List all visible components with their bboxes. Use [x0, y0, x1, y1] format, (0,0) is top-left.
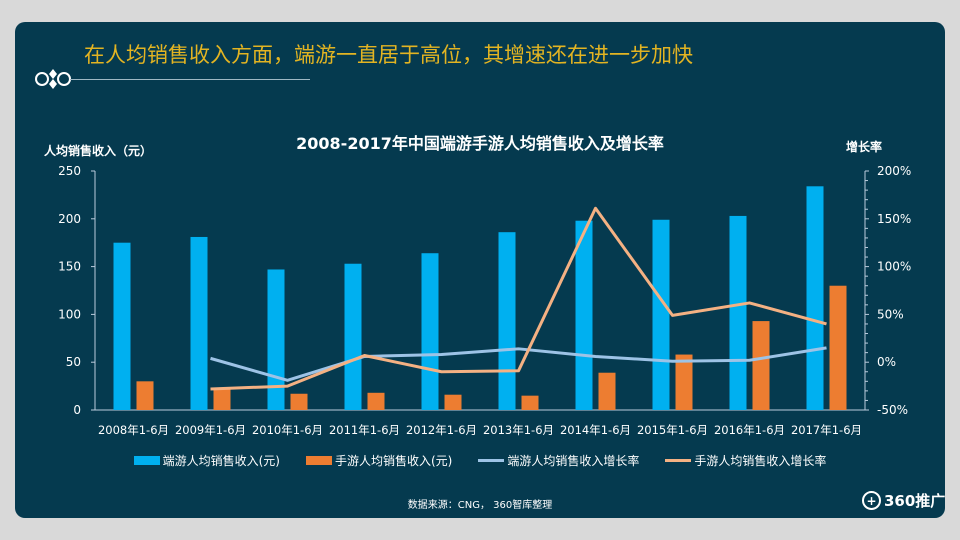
x-tick-label: 2016年1-6月: [714, 423, 785, 437]
mobile-revenue-bar: [829, 285, 847, 410]
x-tick-label: 2014年1-6月: [560, 423, 631, 437]
mobile-revenue-bar: [752, 321, 770, 410]
y2-axis-label: 增长率: [846, 140, 883, 154]
mobile-revenue-bar: [290, 393, 308, 410]
legend-item: 端游人均销售收入(元): [133, 452, 280, 469]
y-axis-label: 人均销售收入（元）: [44, 144, 153, 158]
mobile-revenue-bar: [213, 388, 231, 410]
legend-item: 手游人均销售收入(元): [305, 452, 453, 469]
logo: +360推广: [862, 490, 945, 511]
legend-label: 手游人均销售收入增长率: [694, 454, 827, 468]
pc-revenue-bar: [190, 236, 208, 410]
legend-label: 手游人均销售收入(元): [334, 454, 453, 468]
source-note: 数据来源：CNG， 360智库整理: [407, 500, 553, 511]
x-tick-label: 2013年1-6月: [483, 423, 554, 437]
plus-circle-icon: +: [862, 491, 881, 510]
slide-panel: [15, 22, 945, 518]
mobile-revenue-bar: [367, 392, 385, 410]
mobile-revenue-bar: [598, 372, 616, 410]
legend-swatch: [305, 456, 332, 465]
legend: 端游人均销售收入(元) 手游人均销售收入(元) 端游人均销售收入增长率 手游人均…: [0, 452, 960, 469]
mobile-revenue-bar: [444, 394, 462, 410]
pc-revenue-bar: [113, 242, 131, 410]
y2-tick-label: 0%: [877, 355, 896, 369]
ornament-icon: [35, 69, 71, 89]
pc-revenue-bar: [806, 186, 824, 410]
y-tick-label: 100: [58, 307, 81, 321]
y-tick-label: 150: [58, 260, 81, 274]
pc-revenue-bar: [498, 232, 516, 410]
y-tick-label: 250: [58, 164, 81, 178]
pc-revenue-bar: [421, 253, 439, 410]
pc-revenue-bar: [652, 219, 670, 410]
x-tick-label: 2008年1-6月: [98, 423, 169, 437]
y2-tick-label: 200%: [877, 164, 911, 178]
mobile-revenue-bar: [521, 395, 539, 410]
pc-revenue-bar: [729, 215, 747, 410]
pc-growth-line: [210, 346, 827, 382]
legend-item: 手游人均销售收入增长率: [665, 452, 826, 469]
chart-title: 2008-2017年中国端游手游人均销售收入及增长率: [296, 134, 664, 153]
mobile-revenue-bar: [675, 354, 693, 410]
legend-swatch: [665, 459, 692, 462]
mobile-revenue-bar: [136, 381, 154, 410]
logo-text: 360推广: [884, 492, 946, 510]
legend-label: 端游人均销售收入增长率: [507, 454, 640, 468]
title-rule: [70, 79, 310, 80]
mobile-growth-line: [210, 206, 827, 391]
x-tick-label: 2009年1-6月: [175, 423, 246, 437]
pc-revenue-bar: [344, 263, 362, 410]
legend-label: 端游人均销售收入(元): [162, 454, 280, 468]
x-tick-label: 2011年1-6月: [329, 423, 400, 437]
y2-tick-label: 150%: [877, 212, 911, 226]
pc-revenue-bar: [267, 269, 285, 410]
y2-tick-label: 50%: [877, 307, 904, 321]
y2-tick-label: -50%: [877, 403, 908, 417]
y-tick-label: 50: [66, 355, 81, 369]
legend-swatch: [478, 459, 505, 462]
slide-headline: 在人均销售收入方面，端游一直居于高位，其增速还在进一步加快: [84, 43, 693, 67]
x-tick-label: 2012年1-6月: [406, 423, 477, 437]
legend-swatch: [133, 456, 160, 465]
y-tick-label: 200: [58, 212, 81, 226]
legend-item: 端游人均销售收入增长率: [478, 452, 639, 469]
y-tick-label: 0: [73, 403, 81, 417]
pc-revenue-bar: [575, 220, 593, 410]
x-tick-label: 2010年1-6月: [252, 423, 323, 437]
x-tick-label: 2017年1-6月: [791, 423, 862, 437]
y2-tick-label: 100%: [877, 260, 911, 274]
x-tick-label: 2015年1-6月: [637, 423, 708, 437]
